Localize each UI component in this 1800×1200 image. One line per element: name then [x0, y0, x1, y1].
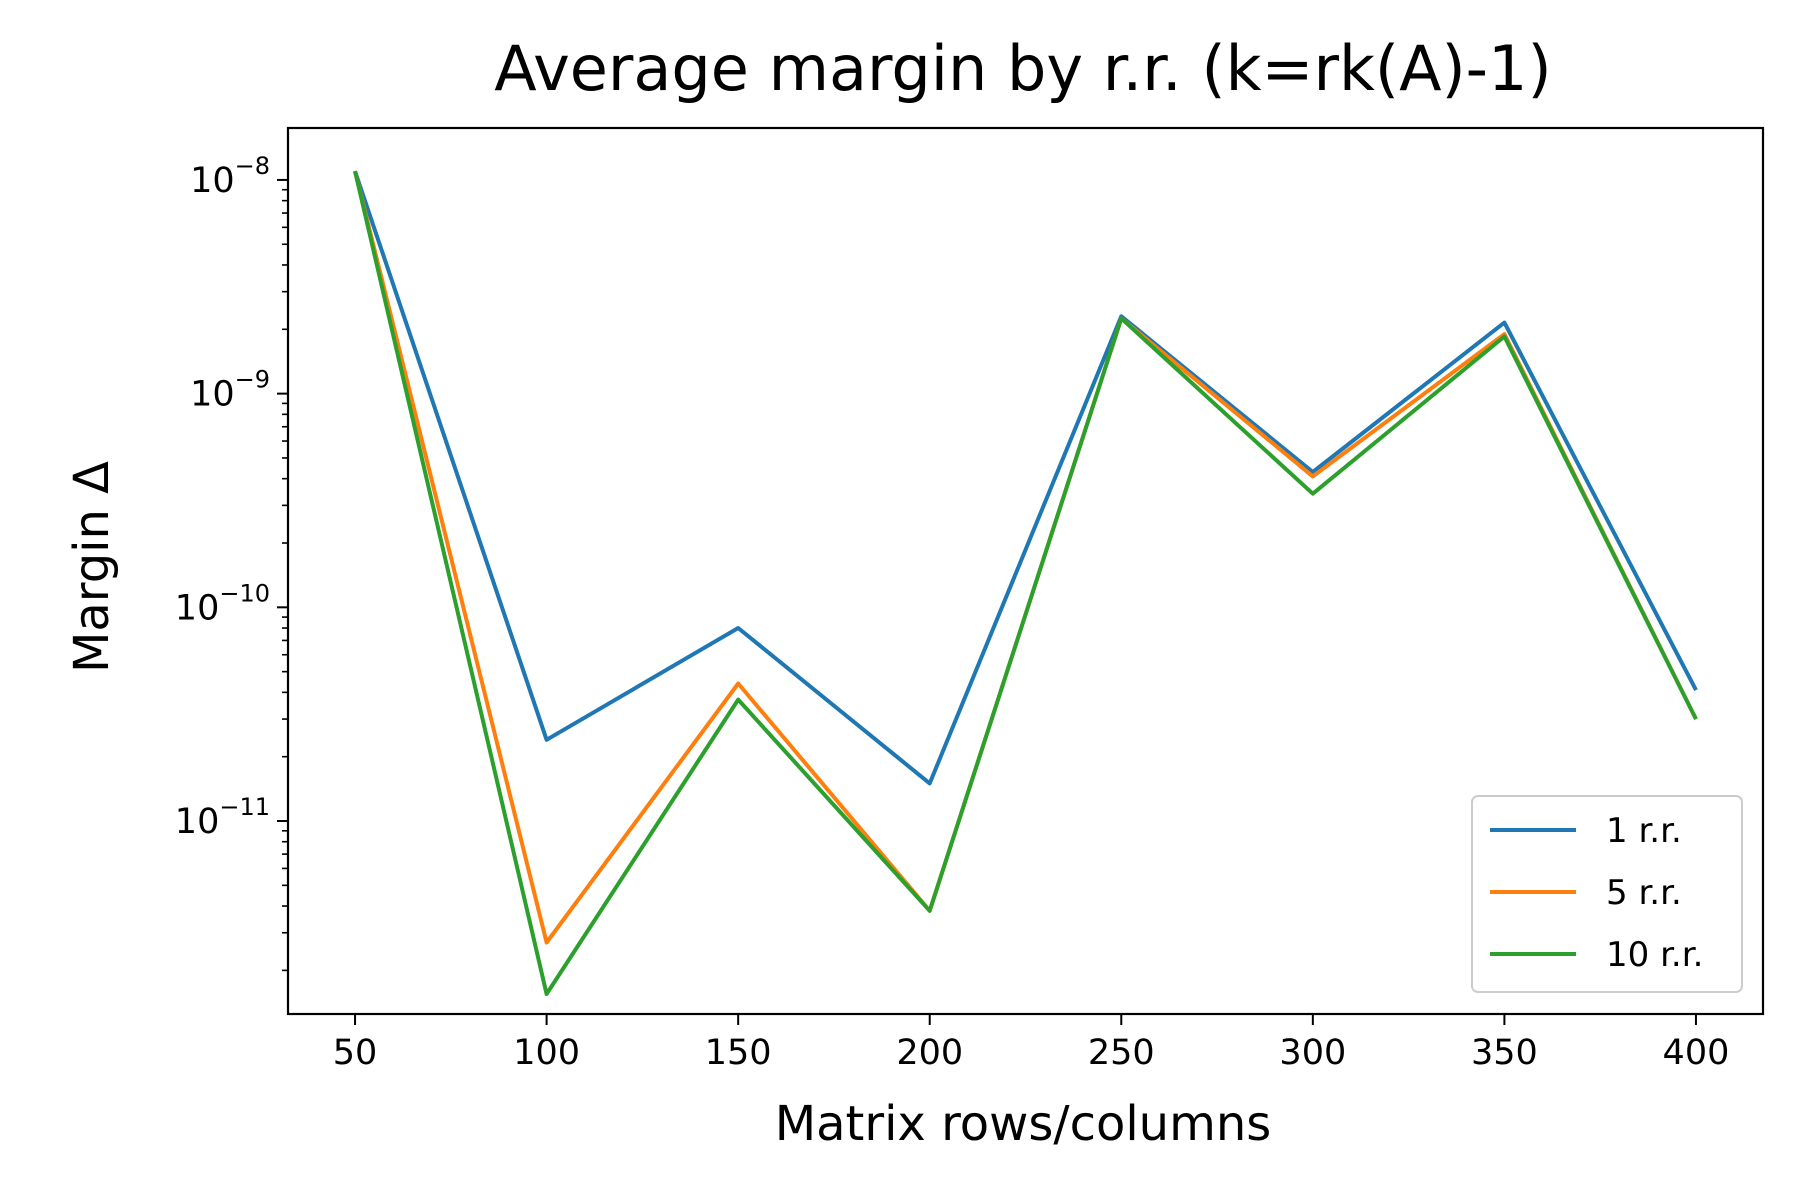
x-tick-label: 150: [705, 1033, 772, 1073]
y-tick-label: 10−9: [190, 366, 270, 415]
x-tick-label: 100: [513, 1033, 580, 1073]
series-line-1: [353, 170, 1698, 786]
axes-frame: [286, 126, 1765, 1016]
x-tick-label: 50: [333, 1033, 378, 1073]
x-tick-label: 200: [896, 1033, 963, 1073]
y-tick-label: 10−11: [175, 793, 270, 842]
legend-box: [1471, 795, 1743, 993]
legend: 1 r.r. 5 r.r. 10 r.r.: [1471, 795, 1743, 993]
x-tick-label: 350: [1471, 1033, 1538, 1073]
chart-title: Average margin by r.r. (k=rk(A)-1): [494, 32, 1551, 105]
y-tick-label: 10−10: [175, 579, 270, 628]
legend-label: 5 r.r.: [1606, 873, 1682, 913]
x-axis-label: Matrix rows/columns: [775, 1096, 1272, 1152]
series-line-3: [353, 170, 1698, 996]
x-tick-label: 400: [1663, 1033, 1730, 1073]
y-axis-label: Margin Δ: [64, 461, 120, 673]
plot-area: 10−8 10−9 10−10 10−11 50 100 150 200 250 300 350 40…: [175, 126, 1765, 1073]
x-tick-label: 300: [1279, 1033, 1346, 1073]
x-tick-label: 250: [1088, 1033, 1155, 1073]
legend-label: 10 r.r.: [1606, 935, 1703, 975]
legend-label: 1 r.r.: [1606, 811, 1682, 851]
y-tick-label: 10−8: [190, 152, 270, 201]
